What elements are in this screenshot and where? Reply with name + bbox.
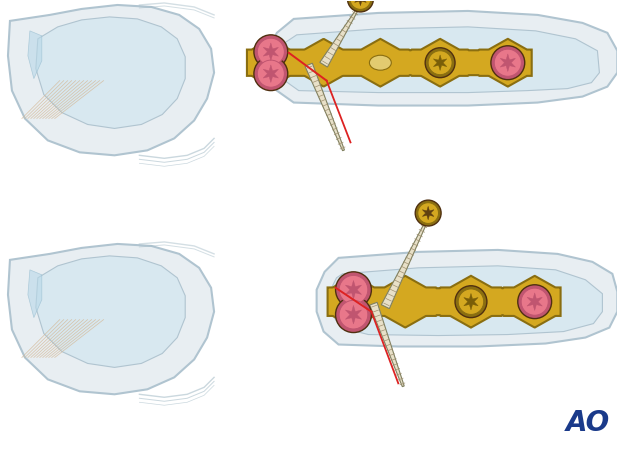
Polygon shape	[327, 276, 560, 328]
Polygon shape	[345, 280, 361, 299]
Circle shape	[428, 51, 452, 75]
Circle shape	[339, 300, 368, 329]
Polygon shape	[330, 266, 603, 336]
Circle shape	[257, 60, 285, 87]
Circle shape	[254, 35, 288, 69]
Circle shape	[347, 0, 373, 12]
Polygon shape	[28, 31, 42, 78]
Polygon shape	[305, 63, 345, 151]
Circle shape	[455, 286, 487, 318]
Polygon shape	[345, 305, 361, 324]
Circle shape	[335, 272, 371, 308]
Polygon shape	[422, 207, 434, 220]
Polygon shape	[464, 293, 478, 310]
Circle shape	[425, 48, 455, 78]
Polygon shape	[381, 224, 426, 308]
Polygon shape	[281, 27, 600, 93]
Polygon shape	[320, 11, 357, 67]
Circle shape	[491, 46, 525, 80]
Polygon shape	[264, 65, 278, 83]
Polygon shape	[247, 39, 532, 87]
Circle shape	[254, 57, 288, 90]
Text: AO: AO	[565, 409, 610, 437]
Polygon shape	[36, 17, 185, 129]
Ellipse shape	[370, 55, 391, 70]
Polygon shape	[8, 5, 214, 155]
Circle shape	[335, 297, 371, 333]
Polygon shape	[269, 11, 618, 106]
Polygon shape	[36, 256, 185, 367]
Circle shape	[257, 38, 285, 65]
Circle shape	[518, 285, 552, 319]
Circle shape	[415, 200, 441, 226]
Polygon shape	[317, 250, 618, 347]
Circle shape	[458, 289, 484, 314]
Circle shape	[339, 275, 368, 304]
Polygon shape	[8, 244, 214, 394]
Polygon shape	[370, 302, 404, 386]
Polygon shape	[433, 55, 447, 71]
Circle shape	[494, 49, 521, 76]
Polygon shape	[355, 0, 366, 6]
Polygon shape	[264, 43, 278, 61]
Ellipse shape	[429, 55, 451, 70]
Circle shape	[521, 288, 548, 315]
Polygon shape	[527, 293, 542, 310]
Ellipse shape	[460, 294, 482, 310]
Circle shape	[350, 0, 371, 9]
Circle shape	[418, 203, 438, 224]
Polygon shape	[500, 54, 515, 72]
Polygon shape	[28, 270, 42, 318]
